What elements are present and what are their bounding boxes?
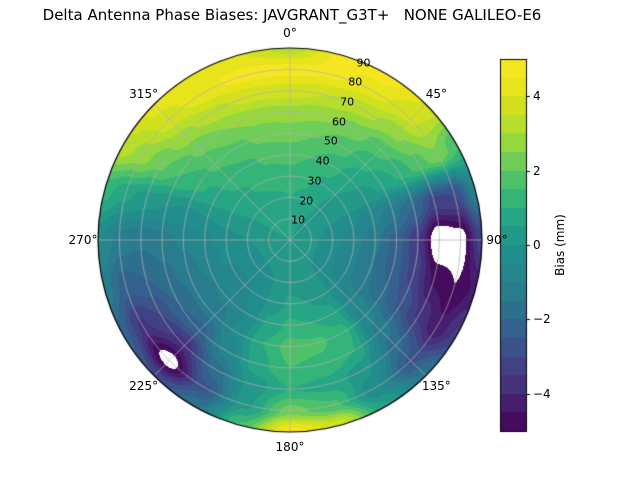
azimuth-label: 225°: [129, 379, 159, 394]
azimuth-label: 135°: [421, 379, 451, 394]
radial-tick-label: 80: [348, 75, 363, 89]
azimuth-label: 270°: [68, 233, 98, 247]
colorbar-tick-label: 0: [533, 238, 541, 252]
radial-tick-label: 10: [291, 213, 306, 227]
colorbar-tick-label: −2: [533, 312, 551, 327]
azimuth-label: 180°: [275, 440, 305, 454]
azimuth-label: 315°: [129, 86, 159, 101]
radial-tick-label: 20: [299, 194, 314, 208]
colorbar-axis-label: Bias (mm): [553, 214, 567, 276]
radial-tick-label: 40: [315, 154, 330, 168]
radial-tick-label: 50: [323, 134, 338, 148]
azimuth-label: 90°: [486, 233, 508, 247]
radial-tick-label: 90: [356, 56, 371, 70]
chart-title: Delta Antenna Phase Biases: JAVGRANT_G3T…: [42, 6, 542, 24]
colorbar-tick-label: −4: [533, 386, 551, 401]
radial-tick-label: 60: [331, 115, 346, 129]
radial-tick-label: 30: [307, 174, 322, 188]
azimuth-label: 0°: [283, 26, 297, 40]
colorbar-tick-label: 4: [533, 89, 541, 104]
colorbar-tick-label: 2: [533, 163, 541, 178]
radial-tick-label: 70: [340, 95, 355, 109]
azimuth-label: 45°: [425, 86, 447, 101]
